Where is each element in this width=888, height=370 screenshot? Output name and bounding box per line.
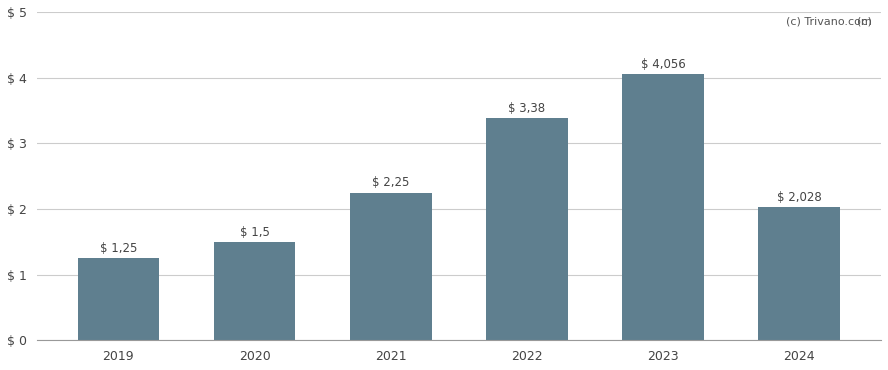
Bar: [758, 207, 840, 340]
Bar: [214, 242, 296, 340]
Text: $ 4,056: $ 4,056: [641, 58, 686, 71]
Text: $ 1,5: $ 1,5: [240, 226, 270, 239]
Bar: [350, 192, 432, 340]
Text: (c) Trivano.com: (c) Trivano.com: [786, 17, 872, 27]
Text: $ 3,38: $ 3,38: [509, 102, 545, 115]
Bar: [77, 258, 159, 340]
Text: (c): (c): [857, 17, 872, 27]
Bar: [622, 74, 704, 340]
Text: $ 2,25: $ 2,25: [372, 176, 409, 189]
Bar: [486, 118, 567, 340]
Text: $ 2,028: $ 2,028: [777, 191, 821, 204]
Text: $ 1,25: $ 1,25: [99, 242, 137, 255]
